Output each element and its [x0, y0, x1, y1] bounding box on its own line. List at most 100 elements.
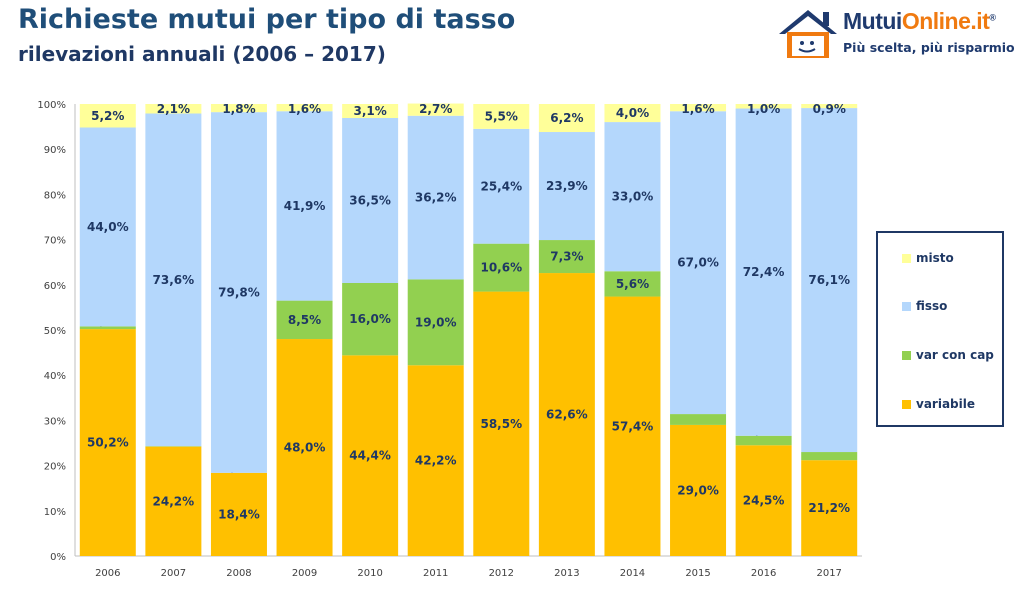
bar-segment-misto — [538, 104, 595, 133]
y-tick-label: 20% — [44, 462, 66, 473]
data-label: 21,2% — [808, 501, 850, 515]
bar-segment-variabile — [801, 460, 858, 556]
y-tick-label: 100% — [37, 100, 66, 111]
bar-segment-variabile — [735, 445, 792, 556]
data-label: 44,0% — [87, 220, 129, 234]
y-tick-label: 10% — [44, 507, 66, 518]
bar-segment-fisso — [342, 118, 399, 283]
data-label: 50,2% — [87, 436, 129, 450]
bar-segment-variabile — [210, 472, 267, 556]
data-label: 36,5% — [349, 194, 391, 208]
data-label: 16,0% — [349, 312, 391, 326]
bar-segment-misto — [145, 104, 202, 114]
bar-segment-var-con-cap — [801, 452, 858, 461]
x-tick-label: 2007 — [161, 568, 186, 579]
y-tick-label: 40% — [44, 371, 66, 382]
bar-segment-variabile — [79, 329, 136, 556]
data-label: 0,9% — [813, 102, 846, 116]
data-label: 23,9% — [546, 179, 588, 193]
bar-segment-fisso — [538, 132, 595, 241]
data-label: 24,5% — [743, 494, 785, 508]
data-label: 1,0% — [747, 102, 780, 116]
data-label: 19,0% — [415, 315, 457, 329]
data-label: 25,4% — [480, 179, 522, 193]
bar-segment-variabile — [670, 424, 727, 556]
bar-segment-variabile — [342, 355, 399, 556]
x-tick-label: 2009 — [292, 568, 317, 579]
data-label: 1,6% — [681, 102, 714, 116]
legend-item-misto: misto — [902, 251, 954, 265]
bar-segment-fisso — [407, 115, 464, 280]
data-label: 33,0% — [612, 190, 654, 204]
legend-item-fisso: fisso — [902, 299, 947, 313]
x-tick-label: 2013 — [554, 568, 579, 579]
mutuionline-logo: MutuiOnline.it® Più scelta, più risparmi… — [775, 6, 1020, 62]
y-tick-label: 90% — [44, 145, 66, 156]
bar-segment-misto — [276, 104, 333, 112]
y-tick-label: 80% — [44, 190, 66, 201]
data-label: 72,4% — [743, 265, 785, 279]
data-label: 44,4% — [349, 449, 391, 463]
data-label: 5,6% — [616, 277, 649, 291]
x-tick-label: 2015 — [685, 568, 710, 579]
data-label: 58,5% — [480, 417, 522, 431]
bar-segment-fisso — [145, 113, 202, 447]
data-label: 36,2% — [415, 191, 457, 205]
bar-segment-var-con-cap — [604, 271, 661, 297]
data-label: 1,8% — [222, 102, 255, 116]
bar-segment-fisso — [604, 122, 661, 272]
bar-segment-misto — [735, 104, 792, 109]
data-label: 29,0% — [677, 483, 719, 497]
data-label: 76,1% — [808, 273, 850, 287]
data-label: 42,2% — [415, 454, 457, 468]
bar-segment-variabile — [604, 296, 661, 556]
data-label: 48,0% — [284, 441, 326, 455]
bar-segment-misto — [801, 104, 858, 109]
bar-segment-fisso — [801, 108, 858, 453]
data-label: 5,2% — [91, 109, 124, 123]
bar-segment-fisso — [670, 111, 727, 415]
data-label: 57,4% — [612, 419, 654, 433]
data-label: 8,5% — [288, 313, 321, 327]
bar-segment-var-con-cap — [342, 282, 399, 356]
bar-segment-var-con-cap — [735, 435, 792, 446]
bar-segment-misto — [407, 103, 464, 116]
logo-brand: MutuiOnline.it® — [843, 8, 996, 34]
bar-segment-variabile — [407, 365, 464, 556]
bar-segment-fisso — [473, 128, 530, 244]
data-label: 73,6% — [153, 273, 195, 287]
bar-segment-fisso — [735, 108, 792, 436]
bar-segment-fisso — [79, 127, 136, 327]
bar-segment-var-con-cap — [407, 279, 464, 366]
y-tick-label: 50% — [44, 326, 66, 337]
x-tick-label: 2011 — [423, 568, 448, 579]
page-subtitle: rilevazioni annuali (2006 – 2017) — [18, 42, 386, 66]
bar-segment-var-con-cap — [670, 414, 727, 425]
bar-segment-variabile — [473, 291, 530, 556]
data-label: 5,5% — [485, 109, 518, 123]
house-mascot-icon — [779, 10, 837, 58]
bar-segment-misto — [604, 104, 661, 123]
y-tick-label: 70% — [44, 236, 66, 247]
legend-item-var-con-cap: var con cap — [902, 348, 994, 362]
data-label: 4,0% — [616, 106, 649, 120]
data-label: 62,6% — [546, 408, 588, 422]
legend-item-variabile: variabile — [902, 397, 975, 411]
bar-segment-misto — [79, 104, 136, 128]
data-label: 18,4% — [218, 507, 260, 521]
x-tick-label: 2016 — [751, 568, 776, 579]
data-label: 2,1% — [157, 102, 190, 116]
data-label: 79,8% — [218, 285, 260, 299]
data-label: 10,6% — [480, 261, 522, 275]
y-tick-label: 60% — [44, 281, 66, 292]
bar-segment-var-con-cap — [538, 240, 595, 274]
data-label: 3,1% — [353, 104, 386, 118]
bar-segment-var-con-cap — [473, 243, 530, 292]
x-tick-label: 2012 — [489, 568, 514, 579]
bar-segment-misto — [342, 104, 399, 119]
bar-segment-misto — [670, 104, 727, 112]
bar-segment-fisso — [276, 111, 333, 301]
data-label: 1,6% — [288, 102, 321, 116]
bar-segment-variabile — [538, 273, 595, 556]
